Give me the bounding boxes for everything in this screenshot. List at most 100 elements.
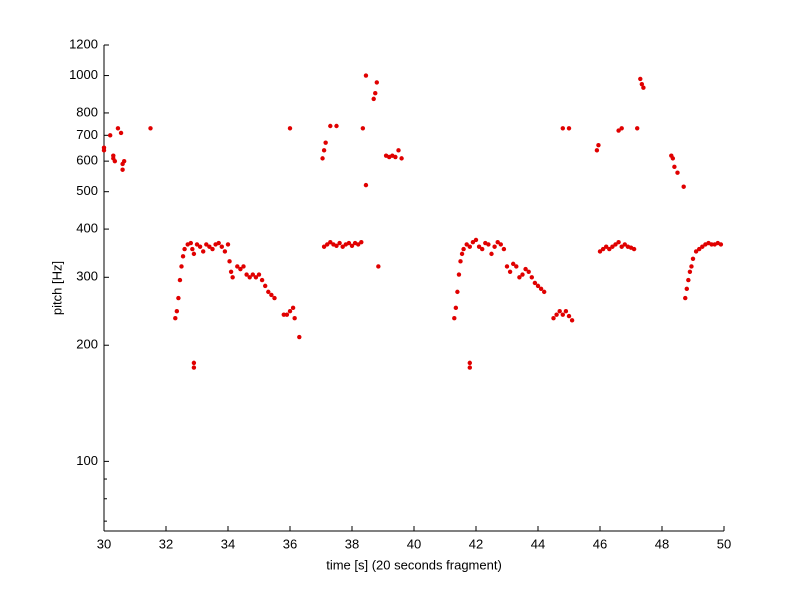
point [689,264,694,269]
point [600,246,606,252]
point [456,272,462,277]
point [194,242,200,247]
y-tick-label: 1000 [69,67,98,82]
point [596,142,601,148]
point [323,140,328,145]
point [363,182,369,188]
point [222,249,228,254]
point [560,312,565,317]
point [321,244,327,249]
point [197,244,203,249]
point [700,244,705,249]
point [470,239,476,245]
point [259,277,265,283]
x-tick-label: 44 [531,536,545,551]
point [321,148,327,153]
point [112,158,118,164]
point [619,126,624,131]
point [566,313,572,319]
point [467,365,472,370]
point [121,158,127,164]
point [266,289,271,295]
point [253,275,259,280]
point [532,280,538,286]
point [604,244,609,249]
point [492,244,497,249]
point [374,80,379,85]
point [201,249,206,254]
point [399,156,404,161]
point [118,130,124,136]
point [230,275,235,280]
point [557,309,562,314]
point [182,246,187,252]
x-axis-label: time [s] (20 seconds fragment) [326,557,502,572]
point [551,316,556,321]
point [363,73,369,78]
point [507,269,513,274]
point [376,264,381,269]
point [681,184,686,189]
point [638,76,643,82]
x-tick-label: 32 [159,536,173,551]
x-tick-label: 50 [717,536,731,551]
point [334,243,339,249]
point [453,305,459,311]
point [359,239,364,245]
point [693,249,699,254]
y-axis-label: pitch [Hz] [49,261,64,315]
point [489,251,494,257]
point [238,266,243,272]
point [360,126,366,131]
point [263,283,268,289]
point [495,239,500,245]
point [675,170,680,175]
point [120,167,125,172]
point [292,316,297,321]
point [228,269,234,274]
point [256,272,262,277]
point [328,239,333,245]
point [177,277,183,283]
point [227,259,232,264]
point [284,312,290,317]
x-tick-label: 40 [407,536,421,551]
y-tick-label: 300 [76,269,98,284]
point [613,242,618,247]
point [520,272,525,277]
x-tick-label: 42 [469,536,483,551]
point [190,246,195,252]
point [467,360,472,366]
point [191,251,197,257]
point [459,251,465,257]
point [191,365,197,370]
y-tick-label: 800 [76,104,98,119]
point [686,277,691,283]
point [115,126,121,131]
point [538,286,544,292]
point [325,242,330,247]
point [535,283,541,289]
point [498,242,503,247]
point [622,242,627,247]
point [607,246,612,252]
point [616,239,621,245]
point [631,246,637,252]
point [455,289,460,295]
point [563,309,569,314]
point [501,246,507,252]
point [641,85,646,90]
point [250,272,255,277]
point [458,259,463,264]
y-tick-label: 1200 [69,36,98,51]
point [210,246,215,252]
point [697,246,702,252]
point [281,312,286,317]
point [204,242,209,247]
point [176,295,181,301]
point [529,275,534,280]
point [616,128,621,133]
point [290,305,296,311]
